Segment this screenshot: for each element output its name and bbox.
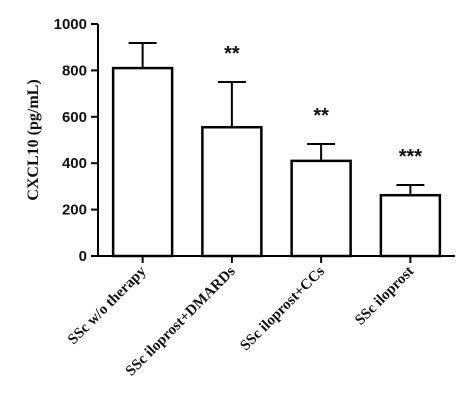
significance-label: ** [224, 43, 240, 65]
plot-area: 0 200 400 600 800 1000 SSc w/o therapy ** SSc il… [54, 16, 455, 379]
y-axis-title: CXCL10 (pg/mL) [25, 79, 42, 200]
x-category-label: SSc iloprost [352, 264, 417, 329]
significance-label: *** [399, 146, 423, 168]
y-tick-label: 0 [79, 248, 87, 265]
y-tick-label: 400 [62, 155, 87, 172]
bar [201, 125, 263, 258]
x-category-label: SSc iloprost+CCs [237, 263, 328, 354]
bar [290, 159, 352, 258]
y-tick-label: 800 [62, 62, 87, 79]
significance-label: ** [313, 105, 329, 127]
bar [111, 66, 174, 258]
bar [379, 193, 442, 258]
y-tick-label: 600 [62, 109, 87, 126]
y-tick-label: 1000 [54, 16, 87, 33]
y-tick-label: 200 [62, 202, 87, 219]
x-category-label: SSc w/o therapy [65, 263, 150, 348]
